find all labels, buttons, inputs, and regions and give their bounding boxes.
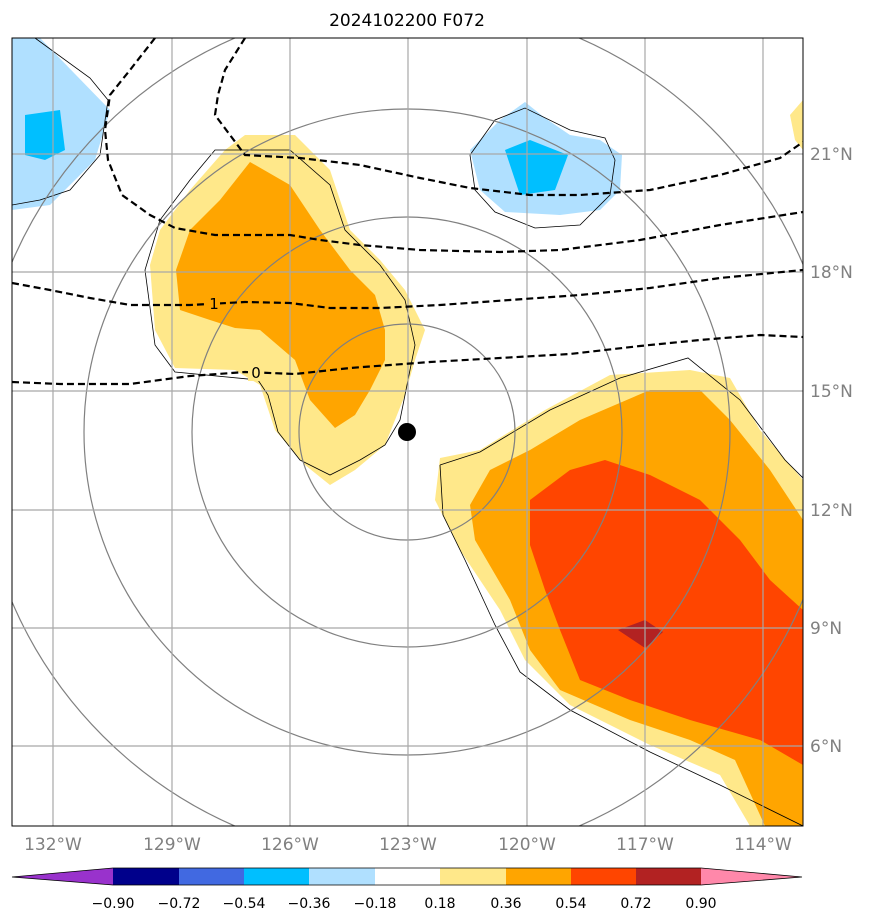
colorbar: −0.90 −0.72 −0.54 −0.36 −0.18 0.18 0.36 … bbox=[11, 867, 803, 912]
distance-ring-3 bbox=[83, 108, 731, 756]
contour-label-bg-0 bbox=[248, 363, 262, 381]
colorbar-segment-9 bbox=[636, 868, 701, 885]
thin-contour-north bbox=[469, 107, 616, 229]
storm-center-marker bbox=[398, 423, 416, 441]
lightyellow-region-east-edge bbox=[790, 100, 803, 150]
colorbar-label-5: −0.18 bbox=[354, 896, 397, 912]
dashed-contour-nw bbox=[103, 38, 803, 254]
lat-tick-9n: 9°N bbox=[810, 619, 842, 639]
redorange-region-southeast bbox=[530, 460, 803, 765]
darkred-region bbox=[618, 620, 663, 648]
distance-ring-1 bbox=[298, 323, 516, 541]
lon-tick-117w: 117°W bbox=[616, 835, 674, 855]
lon-tick-120w: 120°W bbox=[498, 835, 556, 855]
lon-tick-132w: 132°W bbox=[24, 835, 82, 855]
colorbar-outline bbox=[11, 867, 803, 886]
blue-core-nw bbox=[25, 110, 65, 160]
contour-label-bg-1 bbox=[206, 294, 220, 312]
graticule bbox=[12, 38, 803, 826]
figure-title: 2024102200 F072 bbox=[329, 11, 485, 31]
colorbar-label-8: 0.54 bbox=[555, 896, 586, 912]
lon-tick-126w: 126°W bbox=[261, 835, 319, 855]
colorbar-label-6: 0.18 bbox=[424, 896, 455, 912]
lat-tick-15n: 15°N bbox=[810, 382, 853, 402]
lon-tick-123w: 123°W bbox=[379, 835, 437, 855]
lat-tick-18n: 18°N bbox=[810, 263, 853, 283]
lat-tick-6n: 6°N bbox=[810, 737, 842, 757]
latitude-ticks: 21°N 18°N 15°N 12°N 9°N 6°N bbox=[810, 145, 853, 757]
orange-region-west bbox=[176, 162, 385, 428]
colorbar-label-1: −0.90 bbox=[92, 896, 135, 912]
colorbar-segment-6 bbox=[440, 868, 506, 885]
colorbar-segment-4 bbox=[309, 868, 375, 885]
colorbar-label-2: −0.72 bbox=[158, 896, 201, 912]
colorbar-extend-right bbox=[701, 868, 802, 885]
colorbar-segment-8 bbox=[571, 868, 636, 885]
colorbar-label-10: 0.90 bbox=[685, 896, 716, 912]
thin-contour-west bbox=[144, 149, 416, 476]
plot-frame bbox=[11, 37, 804, 827]
thin-contour-southeast bbox=[439, 357, 803, 826]
dashed-contour-1 bbox=[12, 268, 803, 310]
distance-rings bbox=[12, 38, 803, 826]
lat-tick-12n: 12°N bbox=[810, 501, 853, 521]
dashed-contours bbox=[12, 38, 803, 386]
colorbar-label-9: 0.72 bbox=[620, 896, 651, 912]
distance-ring-2 bbox=[191, 216, 623, 648]
colorbar-label-4: −0.36 bbox=[288, 896, 331, 912]
plot-area: 1 0 bbox=[12, 38, 803, 826]
lat-tick-21n: 21°N bbox=[810, 145, 853, 165]
contour-label-1: 1 bbox=[209, 295, 219, 313]
colorbar-segment-7 bbox=[506, 868, 571, 885]
thin-contours bbox=[12, 38, 803, 826]
colorbar-segment-3 bbox=[244, 868, 309, 885]
colorbar-segment-5 bbox=[375, 868, 440, 885]
dashed-contour-0 bbox=[12, 333, 803, 386]
lon-tick-114w: 114°W bbox=[734, 835, 792, 855]
dashed-contour-upper bbox=[213, 38, 803, 197]
colorbar-extend-left bbox=[12, 868, 113, 885]
colorbar-segment-2 bbox=[179, 868, 244, 885]
colorbar-label-7: 0.36 bbox=[490, 896, 521, 912]
lon-tick-129w: 129°W bbox=[143, 835, 201, 855]
colorbar-segment-1 bbox=[113, 868, 179, 885]
colorbar-label-3: −0.54 bbox=[223, 896, 266, 912]
contour-label-0: 0 bbox=[251, 364, 261, 382]
longitude-ticks: 132°W 129°W 126°W 123°W 120°W 117°W 114°… bbox=[24, 835, 792, 855]
